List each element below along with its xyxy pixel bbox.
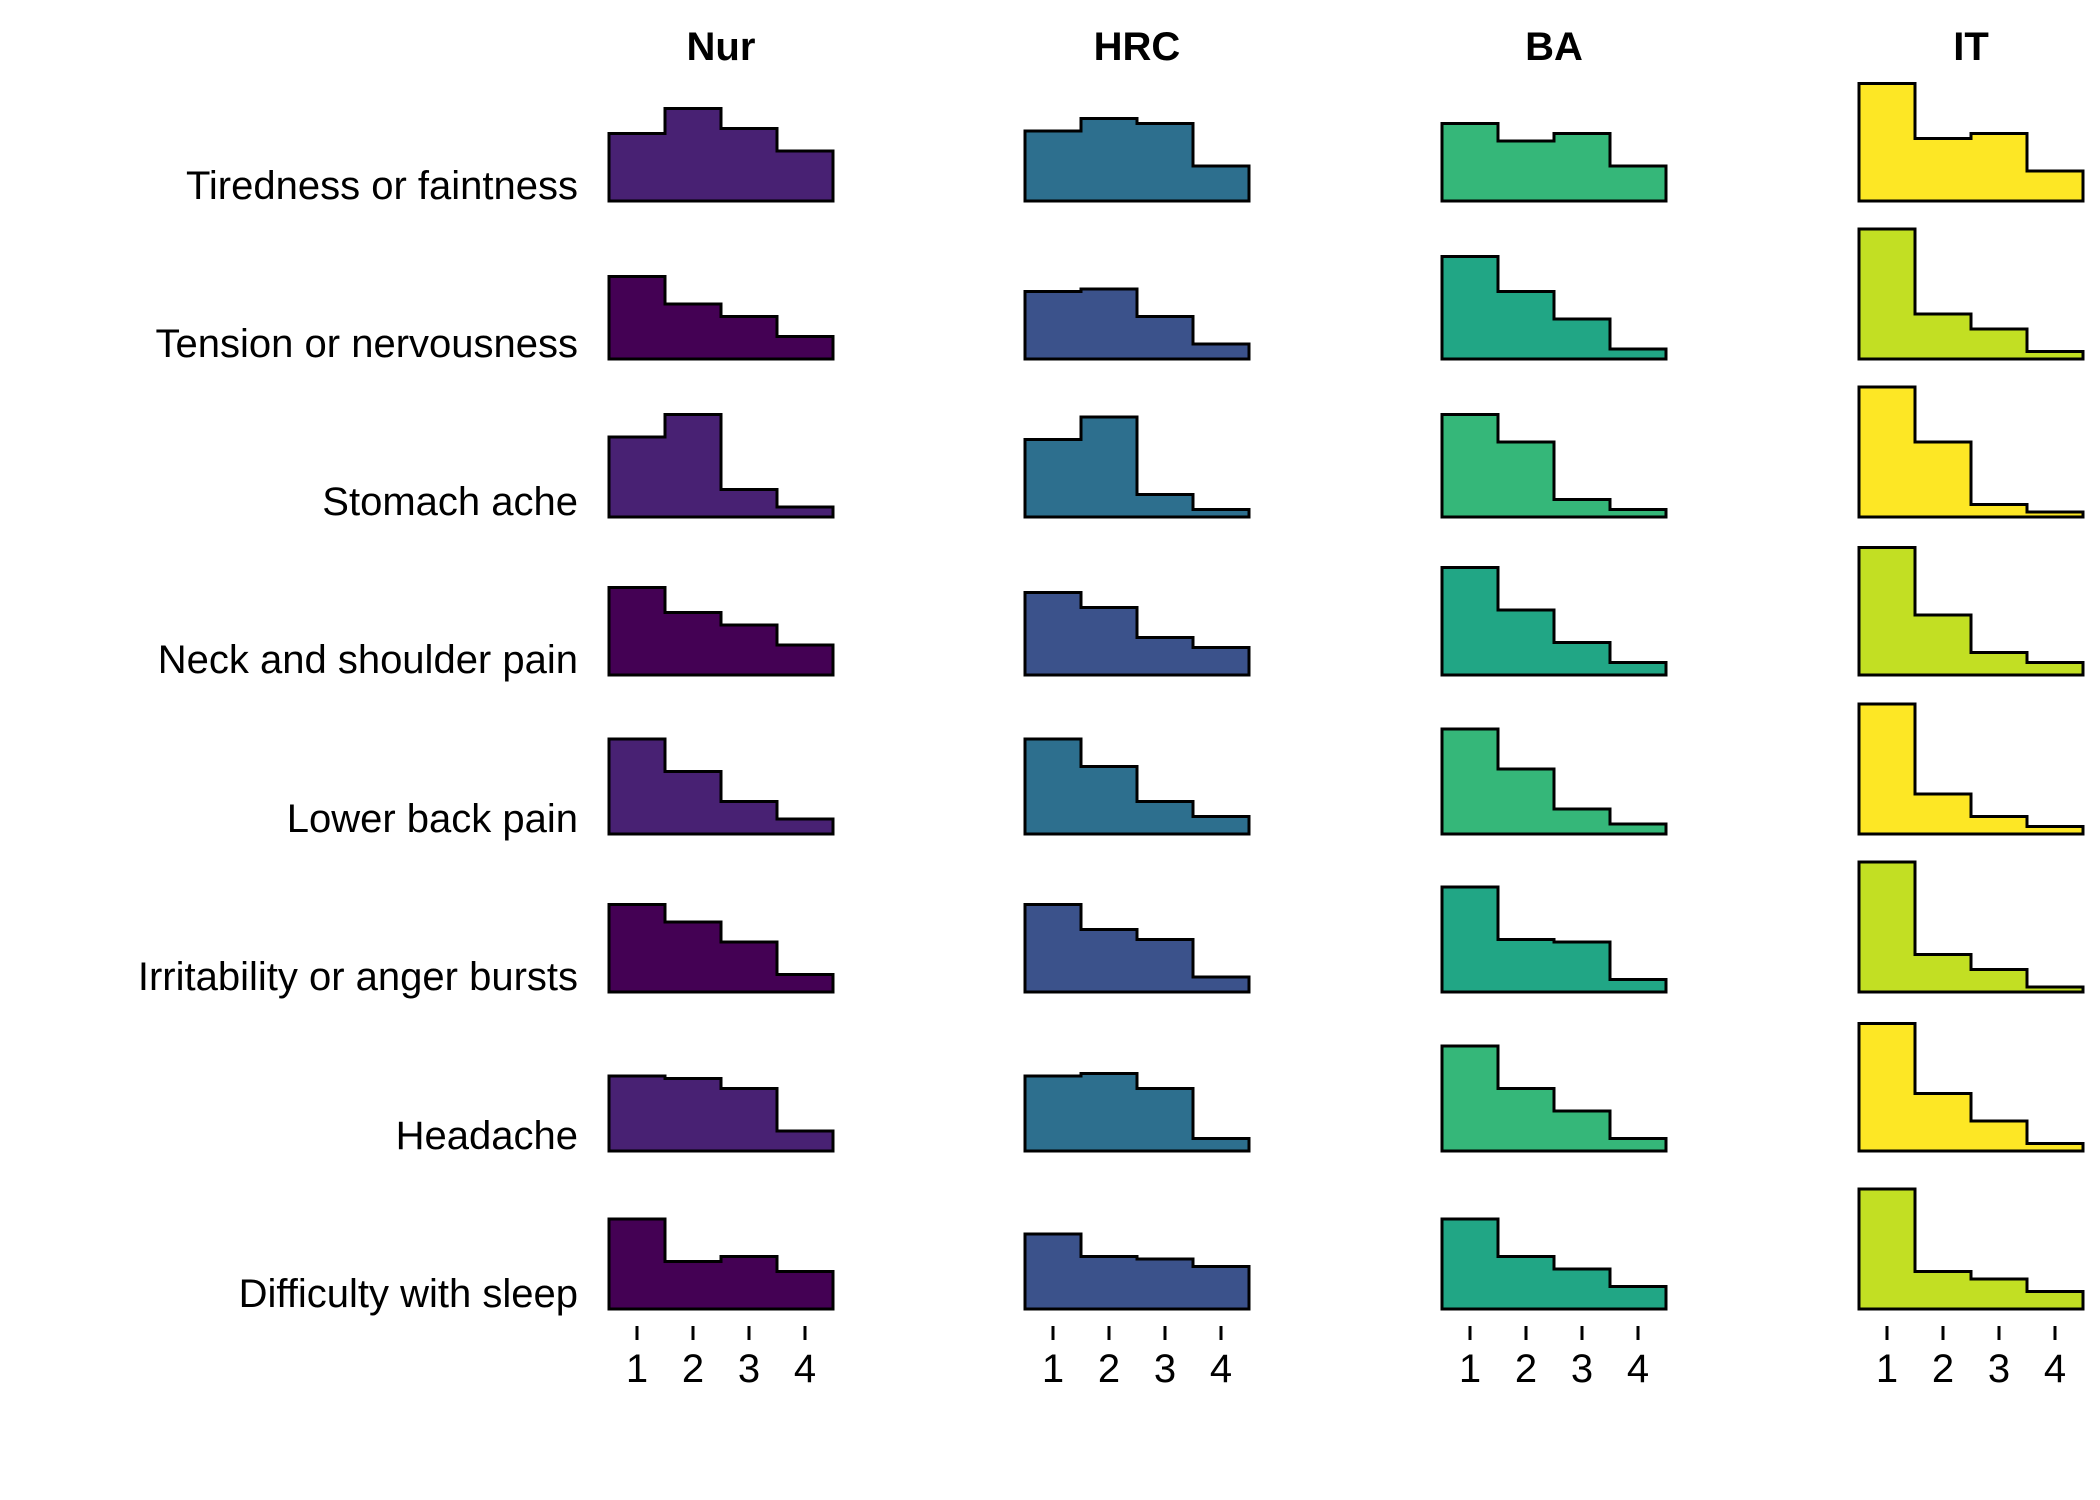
histogram-nur-row-1 bbox=[607, 275, 835, 361]
histogram-hrc-row-4 bbox=[1023, 737, 1251, 836]
histogram-nur-row-6 bbox=[607, 1074, 835, 1153]
histogram-hrc-row-2 bbox=[1023, 415, 1251, 519]
histogram-hrc-row-6 bbox=[1023, 1072, 1251, 1153]
histogram-nur-row-3 bbox=[607, 586, 835, 677]
histogram-ba-row-6 bbox=[1440, 1044, 1668, 1153]
histogram-hrc-row-1 bbox=[1023, 287, 1251, 361]
histogram-it-row-5 bbox=[1857, 860, 2085, 994]
histogram-ba-row-2 bbox=[1440, 413, 1668, 519]
histogram-nur-row-4 bbox=[607, 737, 835, 836]
histogram-hrc-row-0 bbox=[1023, 117, 1251, 203]
histogram-ba-row-3 bbox=[1440, 566, 1668, 677]
x-tick-label: 2 bbox=[1098, 1347, 1120, 1391]
histogram-hrc-row-5 bbox=[1023, 903, 1251, 994]
x-tick-label: 4 bbox=[794, 1347, 816, 1391]
row-label: Lower back pain bbox=[287, 797, 578, 841]
row-label: Headache bbox=[396, 1114, 578, 1158]
row-label: Tension or nervousness bbox=[156, 322, 578, 366]
facet-title-hrc: HRC bbox=[1094, 25, 1181, 69]
histogram-hrc-row-3 bbox=[1023, 591, 1251, 677]
x-tick-label: 2 bbox=[1932, 1347, 1954, 1391]
x-tick-label: 1 bbox=[626, 1347, 648, 1391]
row-label: Tiredness or faintness bbox=[186, 164, 578, 208]
x-tick-label: 3 bbox=[1571, 1347, 1593, 1391]
x-tick-label: 2 bbox=[682, 1347, 704, 1391]
row-label: Stomach ache bbox=[322, 480, 578, 524]
histogram-ba-row-5 bbox=[1440, 885, 1668, 994]
histogram-ba-row-4 bbox=[1440, 727, 1668, 836]
histogram-it-row-7 bbox=[1857, 1187, 2085, 1311]
x-tick-label: 3 bbox=[738, 1347, 760, 1391]
x-tick-label: 3 bbox=[1988, 1347, 2010, 1391]
row-label: Neck and shoulder pain bbox=[158, 638, 578, 682]
x-tick-label: 1 bbox=[1042, 1347, 1064, 1391]
row-label: Irritability or anger bursts bbox=[138, 955, 578, 999]
histogram-ba-row-0 bbox=[1440, 122, 1668, 203]
histogram-nur-row-0 bbox=[607, 107, 835, 203]
histogram-nur-row-7 bbox=[607, 1217, 835, 1311]
histogram-hrc-row-7 bbox=[1023, 1232, 1251, 1311]
row-label: Difficulty with sleep bbox=[239, 1272, 578, 1316]
histogram-it-row-0 bbox=[1857, 82, 2085, 203]
histogram-nur-row-5 bbox=[607, 903, 835, 994]
histogram-it-row-4 bbox=[1857, 702, 2085, 836]
histogram-it-row-2 bbox=[1857, 385, 2085, 519]
histogram-ba-row-7 bbox=[1440, 1217, 1668, 1311]
x-tick-label: 1 bbox=[1459, 1347, 1481, 1391]
x-tick-label: 3 bbox=[1154, 1347, 1176, 1391]
x-tick-label: 4 bbox=[2044, 1347, 2066, 1391]
facet-title-nur: Nur bbox=[687, 25, 756, 69]
histogram-ba-row-1 bbox=[1440, 255, 1668, 361]
histogram-it-row-3 bbox=[1857, 546, 2085, 677]
x-tick-label: 1 bbox=[1876, 1347, 1898, 1391]
histogram-it-row-1 bbox=[1857, 227, 2085, 361]
histogram-it-row-6 bbox=[1857, 1022, 2085, 1153]
facet-title-it: IT bbox=[1953, 25, 1989, 69]
x-tick-label: 4 bbox=[1210, 1347, 1232, 1391]
histogram-nur-row-2 bbox=[607, 413, 835, 519]
x-tick-label: 4 bbox=[1627, 1347, 1649, 1391]
x-tick-label: 2 bbox=[1515, 1347, 1537, 1391]
facet-title-ba: BA bbox=[1525, 25, 1583, 69]
